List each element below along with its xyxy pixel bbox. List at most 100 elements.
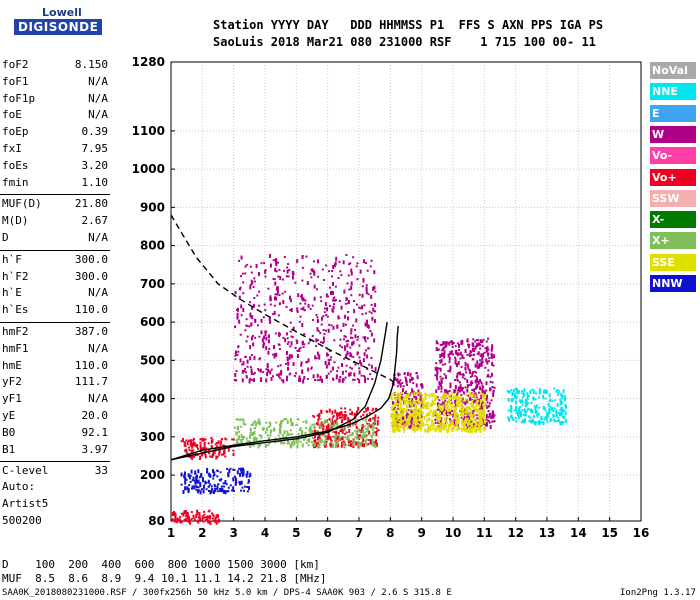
echo-point-nne <box>545 416 548 421</box>
echo-point-vo <box>186 441 189 446</box>
echo-point-w <box>456 415 459 418</box>
echo-point-w <box>470 354 473 357</box>
echo-point-w <box>439 343 442 346</box>
echo-point-w <box>400 395 403 400</box>
echo-point-w <box>367 324 370 329</box>
echo-point-sse <box>400 407 403 410</box>
echo-point-nnw <box>229 484 232 487</box>
echo-point-w <box>272 353 275 356</box>
echo-point-nne <box>542 405 545 410</box>
echo-point-vo <box>191 455 194 460</box>
echo-point-w <box>337 315 340 320</box>
echo-point-sse <box>469 403 472 406</box>
echo-point-sse <box>426 418 429 421</box>
echo-point-vo <box>317 418 320 421</box>
echo-point-w <box>248 379 251 384</box>
echo-point-x <box>240 418 243 421</box>
echo-point-x <box>352 421 355 424</box>
echo-point-w <box>250 378 253 381</box>
echo-point-x <box>353 439 356 444</box>
echo-point-w <box>274 281 277 286</box>
echo-point-w <box>437 402 440 407</box>
echo-point-w <box>245 376 248 379</box>
echo-point-vo <box>199 444 202 449</box>
echo-point-sse <box>478 404 481 409</box>
echo-point-x <box>358 444 361 449</box>
echo-point-nne <box>547 412 550 417</box>
echo-point-x <box>329 424 332 429</box>
echo-point-nne <box>521 399 524 404</box>
echo-point-w <box>473 399 476 404</box>
echo-point-sse <box>419 412 422 417</box>
echo-point-w <box>310 366 313 369</box>
echo-point-sse <box>415 417 418 422</box>
echo-point-w <box>480 405 483 408</box>
echo-point-w <box>234 326 237 329</box>
echo-point-vo <box>377 416 380 419</box>
echo-point-sse <box>479 416 482 419</box>
echo-point-x <box>291 422 294 427</box>
echo-point-sse <box>419 424 422 427</box>
echo-point-vo <box>192 439 195 442</box>
echo-point-x <box>293 441 296 446</box>
echo-point-w <box>448 361 451 364</box>
echo-point-w <box>317 329 320 332</box>
echo-point-x <box>292 439 295 442</box>
echo-point-sse <box>405 419 408 424</box>
echo-point-vo <box>215 514 218 519</box>
echo-point-x <box>240 438 243 441</box>
echo-point-w <box>256 324 259 327</box>
echo-point-sse <box>438 428 441 433</box>
echo-point-sse <box>468 420 471 423</box>
echo-point-sse <box>466 422 469 427</box>
echo-point-x <box>359 436 362 439</box>
echo-point-w <box>419 396 422 399</box>
echo-point-w <box>280 369 283 374</box>
echo-point-vo <box>355 427 358 430</box>
echo-point-nne <box>506 416 509 419</box>
echo-point-w <box>335 377 338 380</box>
echo-point-sse <box>451 421 454 426</box>
echo-point-w <box>487 405 490 408</box>
echo-point-w <box>286 269 289 274</box>
echo-point-w <box>242 361 245 366</box>
echo-point-vo <box>183 442 186 447</box>
echo-point-x <box>373 424 376 427</box>
echo-point-w <box>366 319 369 324</box>
echo-point-x <box>319 424 322 429</box>
param-value: N/A <box>88 286 108 300</box>
echo-point-vo <box>313 429 316 434</box>
echo-point-sse <box>484 402 487 407</box>
echo-point-sse <box>438 405 441 410</box>
echo-point-w <box>479 386 482 391</box>
echo-point-vo <box>198 515 201 520</box>
echo-point-sse <box>397 405 400 408</box>
echo-point-w <box>356 262 359 265</box>
logo-lowell-text: Lowell <box>42 6 82 19</box>
echo-point-sse <box>416 392 419 395</box>
echo-point-w <box>476 417 479 420</box>
echo-point-vo <box>181 437 184 442</box>
echo-point-nnw <box>233 475 236 478</box>
echo-point-sse <box>464 419 467 424</box>
echo-point-sse <box>403 408 406 413</box>
echo-point-nne <box>527 395 530 398</box>
echo-point-sse <box>417 411 420 416</box>
echo-point-sse <box>461 427 464 432</box>
echo-point-sse <box>427 411 430 416</box>
echo-point-w <box>404 376 407 379</box>
echo-point-nne <box>548 411 551 414</box>
echo-point-sse <box>455 420 458 425</box>
echo-point-w <box>258 290 261 293</box>
echo-point-w <box>487 373 490 376</box>
echo-point-x <box>360 424 363 427</box>
echo-point-vo <box>363 443 366 448</box>
echo-point-w <box>240 304 243 309</box>
echo-point-w <box>258 304 261 307</box>
echo-point-w <box>310 276 313 279</box>
echo-point-sse <box>450 423 453 426</box>
param-row-he: h`E N/A <box>2 286 108 302</box>
echo-point-vo <box>336 418 339 421</box>
param-row-md: M(D) 2.67 <box>2 214 108 230</box>
echo-point-w <box>316 351 319 356</box>
